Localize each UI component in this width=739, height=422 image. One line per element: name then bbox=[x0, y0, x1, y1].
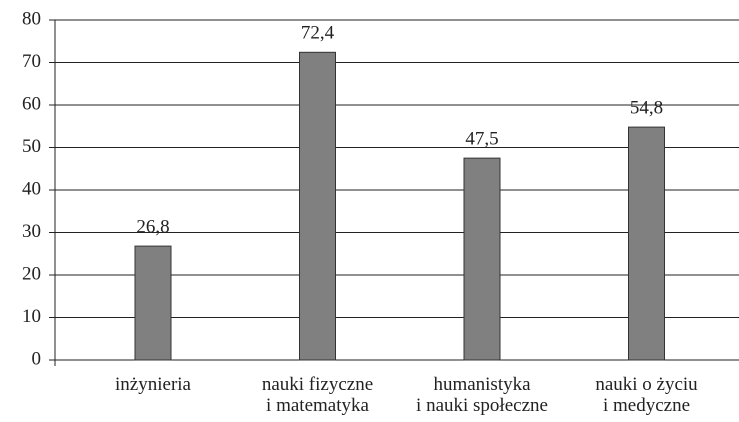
value-label: 26,8 bbox=[136, 216, 169, 237]
bar bbox=[299, 51, 336, 361]
x-tick-label: inżynieria bbox=[115, 374, 191, 395]
y-tick-label: 30 bbox=[22, 221, 41, 242]
x-tick-label: nauki fizyczne i matematyka bbox=[261, 374, 374, 416]
y-tick-label: 20 bbox=[22, 263, 41, 284]
value-label: 47,5 bbox=[465, 128, 498, 149]
y-tick-label: 0 bbox=[32, 348, 42, 369]
value-label: 72,4 bbox=[301, 23, 335, 44]
x-tick-label: humanistyka i nauki społeczne bbox=[416, 374, 548, 416]
y-tick-label: 60 bbox=[22, 93, 41, 114]
bar bbox=[628, 126, 665, 361]
bar bbox=[463, 157, 501, 361]
value-label: 54,8 bbox=[630, 97, 663, 118]
y-tick-label: 50 bbox=[22, 136, 41, 157]
y-tick-label: 80 bbox=[22, 8, 41, 29]
x-tick-label: nauki o życiu i medyczne bbox=[595, 374, 698, 416]
y-tick-label: 10 bbox=[22, 306, 41, 327]
y-tick-label: 40 bbox=[22, 178, 41, 199]
bar bbox=[134, 245, 172, 361]
y-tick-label: 70 bbox=[22, 51, 41, 72]
